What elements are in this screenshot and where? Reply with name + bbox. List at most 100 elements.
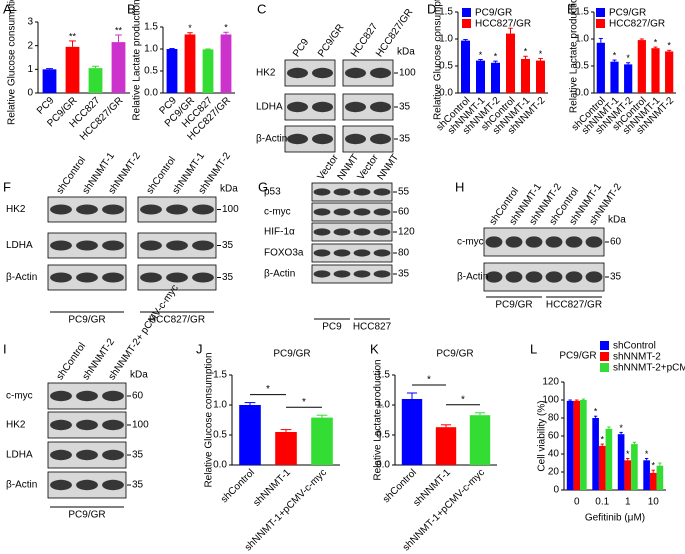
band xyxy=(345,133,366,145)
band xyxy=(353,249,371,257)
bar xyxy=(506,33,515,93)
significance: * xyxy=(619,423,623,433)
panel-letter: G xyxy=(258,179,268,194)
bar xyxy=(461,40,470,93)
band xyxy=(485,236,503,248)
kda-marker: 100 xyxy=(132,420,149,431)
kda-marker: 35 xyxy=(399,102,411,113)
blot-strip xyxy=(311,182,393,202)
legend-swatch xyxy=(462,19,471,28)
bar xyxy=(311,417,333,465)
y-tick-label: 1.0 xyxy=(575,34,589,45)
y-axis-label: Relative Lactate production xyxy=(373,359,384,480)
kda-marker: 35 xyxy=(610,272,622,283)
legend-label: PC9/GR xyxy=(475,8,512,19)
row-label: β-Actin xyxy=(256,134,287,145)
band xyxy=(166,240,188,251)
x-tick-label: shControl xyxy=(219,467,257,505)
band xyxy=(287,101,308,113)
kda-marker: 35 xyxy=(398,269,410,280)
band xyxy=(545,271,563,283)
band xyxy=(287,133,308,145)
row-label: HK2 xyxy=(6,204,26,215)
bar xyxy=(469,415,491,465)
panel-letter: B xyxy=(127,1,136,16)
x-tick-label: 10 xyxy=(648,497,660,508)
bar xyxy=(624,64,633,93)
band xyxy=(102,449,124,461)
y-tick-label: 0.5 xyxy=(213,430,227,441)
group-label: PC9/GR xyxy=(68,315,105,326)
kda-marker: 55 xyxy=(398,187,410,198)
band xyxy=(373,249,391,257)
bar xyxy=(521,58,530,93)
bar xyxy=(617,434,625,490)
y-tick-label: 0.5 xyxy=(376,430,390,441)
band xyxy=(50,204,72,215)
y-tick-label: 1.5 xyxy=(439,7,453,18)
lane-label: shNNMT-2+ pCMV-c-myc xyxy=(107,283,181,382)
bar xyxy=(631,444,638,490)
band xyxy=(313,208,331,216)
kda-marker: 35 xyxy=(222,272,234,283)
bar xyxy=(596,42,605,93)
bar xyxy=(624,460,632,490)
blot-strip xyxy=(311,222,393,242)
y-tick-label: 1.0 xyxy=(439,34,453,45)
band xyxy=(76,479,98,491)
band xyxy=(333,270,351,278)
band xyxy=(140,204,162,215)
row-label: p53 xyxy=(264,187,281,198)
legend-label: HCC827/GR xyxy=(609,19,665,30)
y-tick-label: 0.0 xyxy=(213,460,227,471)
band xyxy=(76,419,98,431)
bar xyxy=(184,34,196,93)
y-tick-label: 80 xyxy=(548,413,560,424)
kda-marker: 100 xyxy=(399,68,416,79)
band xyxy=(333,208,351,216)
y-tick-label: 100 xyxy=(542,395,559,406)
legend-swatch xyxy=(600,352,609,361)
bar xyxy=(491,62,500,93)
y-tick-label: 3 xyxy=(27,17,33,28)
band xyxy=(313,228,331,236)
band xyxy=(76,240,98,251)
band xyxy=(313,188,331,196)
legend-label: shControl xyxy=(613,341,656,352)
legend-label: shNNMT-2 xyxy=(613,352,661,363)
band xyxy=(76,272,98,283)
panel-letter: H xyxy=(455,179,464,194)
significance: * xyxy=(654,37,658,47)
bar xyxy=(220,34,232,93)
row-label: c-myc xyxy=(6,391,33,402)
significance: * xyxy=(626,449,630,459)
row-label: LDHA xyxy=(256,102,283,113)
band xyxy=(102,419,124,431)
band xyxy=(50,479,72,491)
legend-label: shNNMT-2+pCMV-c-myc xyxy=(613,363,685,374)
legend-label: PC9/GR xyxy=(609,8,646,19)
y-tick-label: 0.5 xyxy=(575,61,589,72)
band xyxy=(373,228,391,236)
band xyxy=(353,208,371,216)
kda-marker: 80 xyxy=(398,248,410,259)
significance: * xyxy=(427,375,431,386)
significance: * xyxy=(613,50,617,60)
band xyxy=(353,270,371,278)
band xyxy=(333,188,351,196)
panel-letter: I xyxy=(3,341,7,356)
bar xyxy=(605,428,613,490)
bar xyxy=(592,418,599,490)
row-label: c-myc xyxy=(457,237,484,248)
bar xyxy=(476,60,485,93)
row-label: β-Actin xyxy=(6,480,37,491)
bar xyxy=(401,399,423,465)
band xyxy=(370,133,391,145)
panel-letter: F xyxy=(3,179,11,194)
bar xyxy=(651,48,660,93)
band xyxy=(102,204,124,215)
band xyxy=(102,272,124,283)
legend-swatch xyxy=(600,363,609,372)
significance: * xyxy=(461,394,465,405)
